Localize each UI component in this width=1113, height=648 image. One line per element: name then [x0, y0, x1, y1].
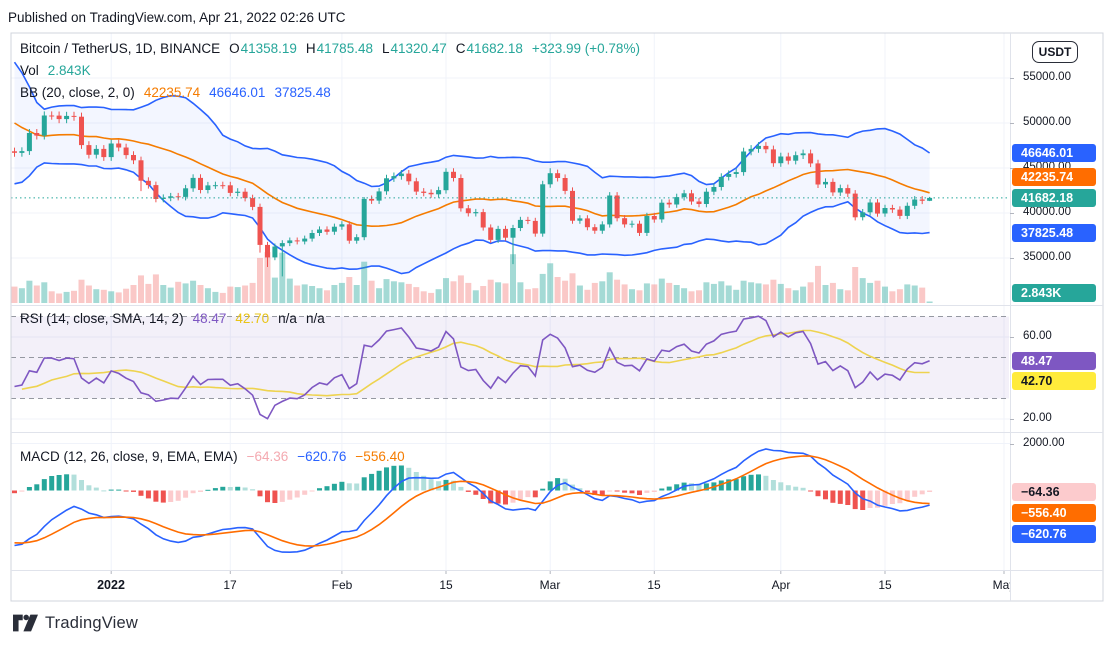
bb-basis-line: [14, 122, 930, 228]
rsi-ma-value: 42.70: [235, 311, 270, 326]
legend-macd-row[interactable]: MACD (12, 26, close, 9, EMA, EMA) −64.36…: [20, 449, 405, 464]
macd-line: [14, 448, 930, 554]
time-axis-label: Feb: [331, 578, 353, 592]
volume-tag: 2.843K: [1012, 284, 1096, 302]
bb-label: BB (20, close, 2, 0): [20, 85, 135, 100]
bb-lower-tag: 37825.48: [1012, 224, 1096, 242]
last-price-tag: 41682.18: [1012, 189, 1096, 207]
rsi-line: [14, 315, 930, 420]
time-axis-label: 15: [878, 578, 892, 592]
axis-tick: [1010, 258, 1014, 259]
macd-label: MACD (12, 26, close, 9, EMA, EMA): [20, 449, 238, 464]
price-change: +323.99 (+0.78%): [531, 41, 640, 56]
macd-axis-label: 2000.00: [1023, 437, 1065, 449]
macd-hist-tag: −64.36: [1012, 483, 1096, 501]
ohlc-high: H41785.48: [305, 41, 373, 56]
candlestick-series: [12, 111, 933, 277]
bb-lower-line: [14, 162, 930, 275]
axis-tick: [1010, 78, 1014, 79]
time-axis-label: 15: [647, 578, 661, 592]
bb-lower-value: 37825.48: [274, 85, 331, 100]
tradingview-logo[interactable]: TradingView: [13, 612, 138, 634]
bb-basis-value: 42235.74: [143, 85, 201, 100]
rsi-ma-tag: 42.70: [1012, 372, 1096, 390]
legend-symbol-row[interactable]: Bitcoin / TetherUS, 1D, BINANCE O41358.1…: [20, 41, 640, 56]
macd-histogram: [12, 465, 933, 510]
axis-tick: [1010, 419, 1014, 420]
currency-toggle-button[interactable]: USDT: [1032, 41, 1078, 63]
macd-signal-tag: −556.40: [1012, 504, 1096, 522]
rsi-na-2: n/a: [305, 311, 325, 326]
axis-tick: [1010, 444, 1014, 445]
published-note: Published on TradingView.com, Apr 21, 20…: [8, 10, 346, 25]
volume-value: 2.843K: [47, 63, 91, 78]
price-axis[interactable]: USDT 55000.00 50000.00 45000.00 40000.00 350…: [1010, 33, 1103, 601]
volume-label: Vol: [20, 63, 39, 78]
time-axis-label: 15: [439, 578, 453, 592]
ohlc-open: O41358.19: [229, 41, 297, 56]
rsi-series: [14, 315, 930, 420]
bollinger-bands: [13, 61, 931, 275]
macd-signal-value: −556.40: [355, 449, 405, 464]
symbol-title: Bitcoin / TetherUS, 1D, BINANCE: [20, 41, 221, 56]
rsi-axis-label: 60.00: [1023, 330, 1052, 342]
rsi-label: RSI (14, close, SMA, 14, 2): [20, 311, 184, 326]
axis-tick: [1010, 213, 1014, 214]
volume-series: [11, 252, 933, 304]
price-axis-label: 50000.00: [1023, 116, 1071, 128]
bb-upper-tag: 46646.01: [1012, 144, 1096, 162]
axis-tick: [1010, 337, 1014, 338]
ohlc-low: L41320.47: [381, 41, 447, 56]
time-axis-label: 2022: [97, 578, 125, 592]
rsi-axis-label: 20.00: [1023, 412, 1052, 424]
bb-upper-value: 46646.01: [209, 85, 266, 100]
time-axis[interactable]: 2022 17 Feb 15 Mar 15 Apr 15 May: [11, 570, 1010, 601]
rsi-value-tag: 48.47: [1012, 352, 1096, 370]
rsi-na-1: n/a: [278, 311, 297, 326]
tradingview-logo-icon: [13, 614, 38, 632]
time-axis-label: Apr: [771, 578, 791, 592]
price-axis-label: 35000.00: [1023, 251, 1071, 263]
macd-lines: [14, 448, 930, 554]
rsi-value: 48.47: [192, 311, 227, 326]
macd-line-value: −620.76: [297, 449, 347, 464]
legend-bb-row[interactable]: BB (20, close, 2, 0) 42235.74 46646.01 3…: [20, 85, 331, 100]
time-axis-label: May: [992, 578, 1010, 592]
price-axis-label: 55000.00: [1023, 71, 1071, 83]
legend-volume-row[interactable]: Vol 2.843K: [20, 63, 91, 78]
bb-basis-tag: 42235.74: [1012, 168, 1096, 186]
legend-rsi-row[interactable]: RSI (14, close, SMA, 14, 2) 48.47 42.70 …: [20, 311, 325, 326]
time-axis-label: Mar: [539, 578, 561, 592]
macd-hist-value: −64.36: [246, 449, 289, 464]
price-axis-label: 40000.00: [1023, 206, 1071, 218]
macd-line-tag: −620.76: [1012, 525, 1096, 543]
pane-borders: [10, 32, 1104, 602]
bb-upper-line: [13, 61, 931, 188]
macd-signal-line: [14, 455, 930, 547]
axis-tick: [1010, 123, 1014, 124]
time-axis-label: 17: [223, 578, 237, 592]
tradingview-logo-text: TradingView: [45, 613, 138, 632]
ohlc-close: C41682.18: [455, 41, 523, 56]
